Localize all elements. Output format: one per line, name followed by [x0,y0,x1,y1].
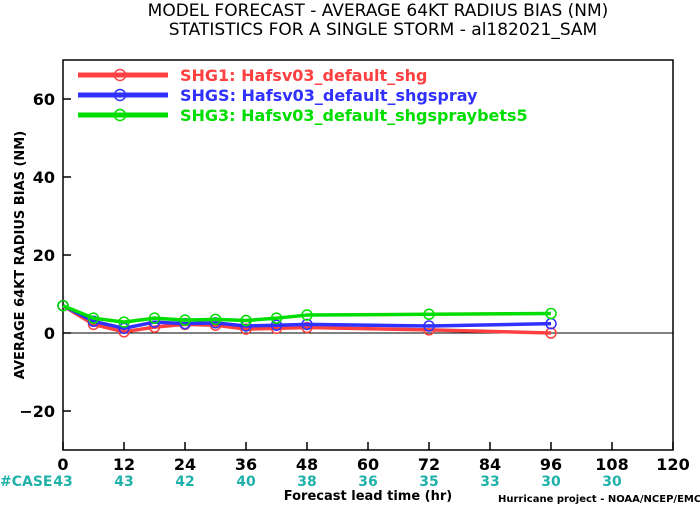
case-count: 36 [358,474,377,490]
y-axis-label: AVERAGE 64KT RADIUS BIAS (NM) [13,131,28,379]
data-point [270,319,283,331]
case-count: 30 [541,474,561,490]
x-tick-label: 48 [296,455,318,474]
legend: SHG1: Hafsv03_default_shg SHGS: Hafsv03_… [78,66,528,125]
data-point [240,323,252,335]
data-point [57,299,69,312]
x-tick-label: 108 [595,455,628,474]
series-3 [57,299,557,328]
x-axis-label: Forecast lead time (hr) [284,489,452,504]
legend-label-shgs: SHGS: Hafsv03_default_shgspray [180,86,478,105]
data-point [240,314,252,327]
x-tick-label: 24 [174,455,196,474]
data-point [148,312,161,324]
case-count: 43 [114,474,133,490]
case-count: 30 [602,474,622,490]
data-point [270,312,283,324]
x-tick-label: 120 [656,455,689,474]
series-line [62,304,552,331]
legend-label-shg3: SHG3: Hafsv03_default_shgspraybets5 [180,106,528,125]
data-point [545,307,557,320]
case-count: 33 [480,474,499,490]
case-label: #CASE [0,474,53,490]
y-tick-label: 60 [33,90,55,109]
x-tick-label: 60 [357,455,379,474]
legend-item-shgs: SHGS: Hafsv03_default_shgspray [78,86,478,105]
data-point [301,321,313,334]
x-tick-label: 0 [57,455,68,474]
series-1 [57,299,557,339]
case-count: 42 [175,474,194,490]
case-counts: 43 43 42 40 38 36 35 33 30 30 [53,474,622,490]
legend-marker-shgs [113,88,127,102]
x-tick-label: 12 [113,455,135,474]
series-line [62,304,552,324]
credit-text: Hurricane project - NOAA/NCEP/EMC [498,494,700,505]
case-count: 43 [53,474,72,490]
y-tick-label: 20 [33,246,55,265]
x-tick-label: 72 [418,455,440,474]
series-line [62,304,552,335]
x-tick-label: 84 [479,455,501,474]
legend-item-shg3: SHG3: Hafsv03_default_shgspraybets5 [78,106,528,125]
legend-label-shg1: SHG1: Hafsv03_default_shg [180,66,427,85]
x-tick-label: 96 [540,455,562,474]
case-count: 38 [297,474,316,490]
x-axis: 0 12 24 36 48 60 72 84 96 108 120 [57,442,690,474]
data-point [87,312,100,324]
legend-marker-shg3 [113,108,127,122]
chart-subtitle: STATISTICS FOR A SINGLE STORM - al182021… [169,20,597,40]
legend-item-shg1: SHG1: Hafsv03_default_shg [78,66,427,85]
y-tick-label: −20 [19,402,55,421]
x-tick-label: 36 [235,455,257,474]
y-tick-label: 0 [44,324,55,343]
data-point [423,320,435,332]
chart-title: MODEL FORECAST - AVERAGE 64KT RADIUS BIA… [148,1,609,21]
legend-marker-shg1 [113,68,127,82]
data-point [423,308,435,321]
data-point [118,316,130,328]
y-axis: −20 0 20 40 60 [19,90,71,421]
series-layer [57,299,557,339]
case-count: 40 [236,474,256,490]
data-point [179,314,191,326]
case-count: 35 [419,474,438,490]
data-point [209,313,222,326]
data-point [301,309,313,321]
y-tick-label: 40 [33,168,55,187]
